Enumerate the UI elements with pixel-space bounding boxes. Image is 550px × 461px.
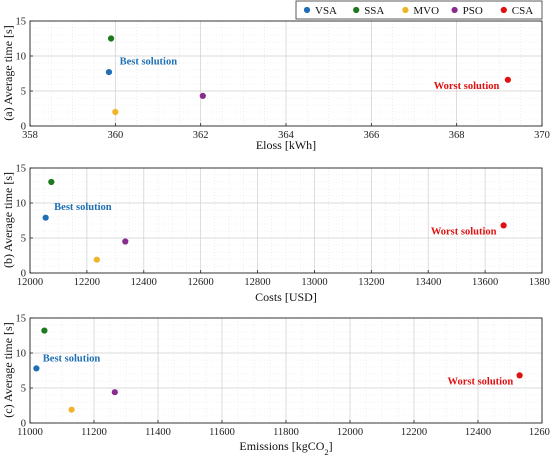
x-axis-label: Costs [USD]: [255, 290, 317, 304]
y-axis-label: (c) Average time [s]: [1, 322, 15, 417]
point-vsa: [105, 69, 113, 76]
point-csa: [500, 222, 507, 229]
x-tick-label: 13200: [358, 277, 384, 288]
point-pso: [122, 238, 129, 245]
worst-solution-annotation: Worst solution: [431, 227, 497, 238]
x-tick-label: 11200: [81, 427, 107, 438]
panel-3: 11000 11200 11400 11600 11800 12000 12200 12400…: [1, 314, 550, 458]
worst-solution-annotation: Worst solution: [434, 81, 500, 92]
y-tick-label: 0: [21, 419, 26, 430]
y-tick-label: 10: [16, 199, 27, 210]
y-tick-label: 5: [21, 234, 26, 245]
point-ssa: [41, 327, 48, 334]
y-tick-label: 0: [21, 269, 26, 280]
x-axis-label-subscript: 2: [324, 447, 328, 457]
x-tick-label: 12200: [401, 427, 427, 438]
y-tick-label: 15: [16, 164, 27, 175]
legend-label-vsa: VSA: [315, 5, 337, 17]
y-tick-label: 15: [16, 314, 27, 325]
x-tick-label: 364: [278, 130, 295, 141]
x-tick-label: 362: [193, 130, 209, 141]
point-csa: [516, 372, 523, 379]
y-tick-label: 5: [21, 384, 26, 395]
y-tick-label: 10: [16, 349, 27, 360]
y-axis-label: (b) Average time [s]: [1, 172, 15, 268]
x-tick-label: 11000: [17, 427, 43, 438]
point-pso: [199, 92, 206, 99]
legend-box: [295, 0, 543, 20]
best-solution-annotation: Best solution: [43, 353, 101, 364]
point-ssa: [48, 178, 55, 186]
legend-marker-ssa: [353, 6, 360, 14]
point-ssa: [107, 35, 115, 42]
legend-label-ssa: SSA: [364, 5, 384, 17]
x-tick-label: 370: [534, 130, 550, 141]
best-solution-annotation: Best solution: [54, 202, 112, 213]
x-tick-label: 11600: [209, 427, 235, 438]
point-vsa: [33, 365, 40, 372]
plot-frame: [29, 167, 543, 274]
x-axis-label: Eloss [kWh]: [256, 138, 316, 152]
legend-marker-vsa: [303, 6, 311, 14]
point-vsa: [42, 214, 49, 221]
x-tick-label: 360: [107, 130, 123, 141]
y-tick-label: 0: [21, 122, 26, 133]
point-mvo: [112, 108, 119, 116]
x-tick-label: 13600: [472, 277, 498, 288]
x-tick-label: 13000: [301, 277, 327, 288]
x-tick-label: 12400: [465, 427, 491, 438]
legend-label-mvo: MVO: [413, 5, 439, 17]
point-pso: [111, 389, 118, 396]
point-csa: [504, 76, 511, 83]
x-tick-label: 12000: [17, 277, 43, 288]
x-axis-label-end: ]: [329, 439, 333, 453]
worst-solution-annotation: Worst solution: [448, 377, 514, 388]
best-solution-annotation: Best solution: [120, 56, 178, 67]
legend-marker-csa: [500, 6, 507, 14]
legend: VSA SSA MVO PSO CSA: [295, 0, 543, 20]
legend-marker-pso: [451, 6, 458, 14]
x-tick-label: 11800: [273, 427, 299, 438]
x-tick-label: 368: [449, 130, 465, 141]
legend-label-pso: PSO: [463, 5, 483, 17]
x-tick-label: 358: [22, 130, 38, 141]
x-tick-label: 12400: [131, 277, 157, 288]
x-tick-label: 12600: [188, 277, 214, 288]
x-tick-label: 12200: [74, 277, 100, 288]
panel-1: 358 360 362 364 366 368 370 0 5 10 15 Eloss [kWh] (a…: [1, 17, 550, 153]
y-tick-label: 5: [21, 87, 26, 98]
x-tick-label: 12600: [529, 427, 550, 438]
x-tick-label: 12800: [244, 277, 270, 288]
x-tick-label: 13400: [415, 277, 441, 288]
point-mvo: [68, 406, 75, 413]
y-tick-label: 10: [16, 52, 27, 63]
x-tick-label: 11400: [145, 427, 171, 438]
x-tick-label: 366: [363, 130, 379, 141]
x-tick-label: 12000: [337, 427, 363, 438]
legend-label-csa: CSA: [512, 5, 533, 17]
y-tick-label: 15: [16, 17, 27, 28]
legend-marker-mvo: [402, 6, 409, 14]
x-axis-label: Emissions [kgCO2]: [239, 439, 332, 457]
y-axis-label: (a) Average time [s]: [1, 25, 15, 120]
panel-2: 12000 12200 12400 12600 12800 13000 13200 13400…: [1, 164, 550, 305]
point-mvo: [93, 256, 100, 263]
